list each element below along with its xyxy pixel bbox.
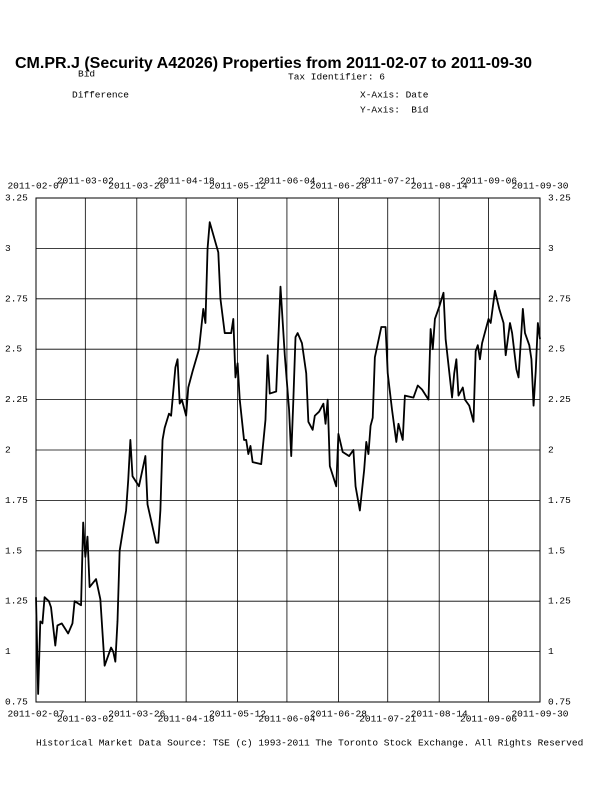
y-tick-label: 1	[5, 646, 11, 657]
y-tick-label: 2.25	[5, 394, 28, 405]
x-tick-label-top: 2011-08-14	[411, 181, 468, 192]
y-tick-label-right: 3	[548, 243, 554, 254]
y-tick-label-right: 2.5	[548, 344, 565, 355]
y-tick-label-right: 0.75	[548, 697, 571, 708]
y-tick-label: 2	[5, 445, 11, 456]
x-tick-label-top: 2011-09-30	[511, 181, 568, 192]
y-tick-label: 3	[5, 243, 11, 254]
x-tick-label: 2011-06-28	[310, 709, 367, 720]
x-tick-label-top: 2011-03-02	[57, 176, 114, 187]
x-tick-label: 2011-04-18	[158, 714, 215, 725]
series-label: Bid	[78, 69, 95, 80]
x-tick-label: 2011-03-02	[57, 714, 114, 725]
y-tick-label-right: 2.25	[548, 394, 571, 405]
x-tick-label: 2011-09-30	[511, 709, 568, 720]
tax-identifier: Tax Identifier: 6	[288, 72, 385, 83]
x-tick-label: 2011-08-14	[411, 709, 468, 720]
x-tick-label-top: 2011-09-06	[460, 176, 517, 187]
y-tick-label: 1.25	[5, 596, 28, 607]
y-tick-label: 1.5	[5, 545, 22, 556]
x-tick-label: 2011-07-21	[359, 714, 416, 725]
y-tick-label: 2.5	[5, 344, 22, 355]
y-tick-label: 2.75	[5, 293, 28, 304]
y-tick-label-right: 1.25	[548, 596, 571, 607]
y-tick-label-right: 2.75	[548, 293, 571, 304]
x-tick-label-top: 2011-06-28	[310, 181, 367, 192]
x-tick-label-top: 2011-06-04	[258, 176, 315, 187]
y-tick-label: 0.75	[5, 697, 28, 708]
y-axis-label: Y-Axis: Bid	[360, 105, 428, 116]
y-tick-label-right: 3.25	[548, 193, 571, 204]
x-tick-label-top: 2011-03-26	[108, 181, 165, 192]
data-line	[35, 221, 541, 695]
y-tick-label-right: 1.75	[548, 495, 571, 506]
x-tick-label: 2011-02-07	[7, 709, 64, 720]
x-tick-label-top: 2011-04-18	[158, 176, 215, 187]
x-tick-label: 2011-06-04	[258, 714, 315, 725]
y-tick-label: 3.25	[5, 193, 28, 204]
y-tick-label: 1.75	[5, 495, 28, 506]
x-tick-label-top: 2011-05-12	[209, 181, 266, 192]
x-tick-label-top: 2011-07-21	[359, 176, 416, 187]
x-tick-label: 2011-05-12	[209, 709, 266, 720]
source-note: Historical Market Data Source: TSE (c) 1…	[36, 738, 583, 749]
y-tick-label-right: 1.5	[548, 545, 565, 556]
x-tick-label-top: 2011-02-07	[7, 181, 64, 192]
chart-title: CM.PR.J (Security A42026) Properties fro…	[15, 55, 532, 72]
y-tick-label-right: 1	[548, 646, 554, 657]
x-tick-label: 2011-03-26	[108, 709, 165, 720]
x-axis-label: X-Axis: Date	[360, 90, 429, 101]
y-tick-label-right: 2	[548, 445, 554, 456]
subtitle: Difference	[72, 90, 129, 101]
x-tick-label: 2011-09-06	[460, 714, 517, 725]
